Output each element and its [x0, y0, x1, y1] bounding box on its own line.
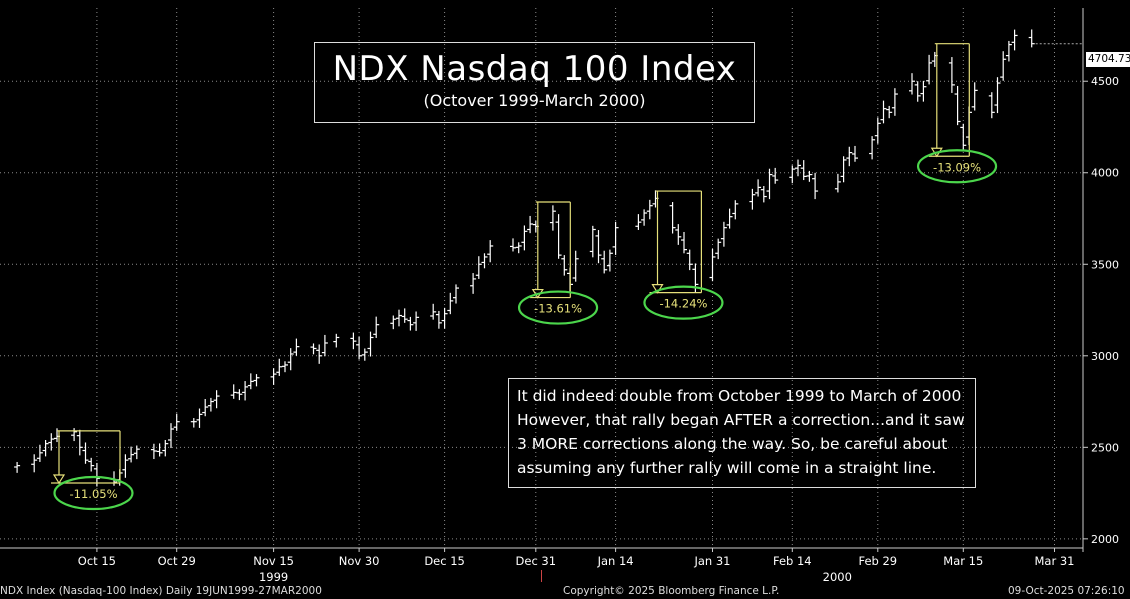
- last-price-tag: 4704.73: [1086, 52, 1130, 67]
- x-tick-label: Oct 29: [158, 554, 196, 568]
- correction-ellipse: [916, 149, 998, 184]
- chart-subtitle: (Octover 1999-March 2000): [423, 91, 646, 110]
- chart-title: NDX Nasdaq 100 Index: [332, 49, 737, 89]
- footer-security: NDX Index (Nasdaq-100 Index) Daily 19JUN…: [0, 585, 322, 597]
- correction-label: -13.09%: [933, 160, 981, 174]
- x-tick-label: Feb 29: [858, 554, 897, 568]
- correction-label: -14.24%: [659, 297, 707, 311]
- x-tick-label: Feb 14: [773, 554, 812, 568]
- correction-label: -11.05%: [70, 487, 118, 501]
- title-box: NDX Nasdaq 100 Index (Octover 1999-March…: [314, 42, 755, 123]
- correction-label: -13.61%: [534, 302, 582, 316]
- footer-timestamp: 09-Oct-2025 07:26:10: [1008, 585, 1125, 597]
- x-tick-label: Jan 31: [693, 554, 730, 568]
- x-tick-label: Mar 31: [1035, 554, 1075, 568]
- annotation-box: It did indeed double from October 1999 t…: [508, 378, 976, 488]
- x-tick-label: Nov 15: [253, 554, 294, 568]
- y-tick-label: 2500: [1091, 441, 1119, 454]
- correction-ellipse: [643, 285, 724, 320]
- y-tick-label: 3000: [1091, 350, 1119, 363]
- correction-arrow: [651, 284, 664, 294]
- year-label: 2000: [823, 570, 852, 584]
- y-tick-label: 4000: [1091, 167, 1119, 180]
- footer-copyright: Copyright© 2025 Bloomberg Finance L.P.: [563, 585, 780, 597]
- x-tick-label: Mar 15: [943, 554, 983, 568]
- year-label: 1999: [259, 570, 288, 584]
- correction-ellipse: [53, 475, 134, 511]
- x-tick-label: Dec 31: [516, 554, 557, 568]
- x-tick-label: Dec 15: [424, 554, 465, 568]
- x-tick-label: Jan 14: [597, 554, 634, 568]
- correction-arrow: [52, 474, 66, 485]
- correction-ellipse: [517, 290, 599, 325]
- y-tick-label: 3500: [1091, 258, 1119, 271]
- y-tick-label: 2000: [1091, 533, 1119, 546]
- x-tick-label: Nov 30: [339, 554, 380, 568]
- x-tick-label: Oct 15: [78, 554, 116, 568]
- y-tick-label: 4500: [1091, 75, 1119, 88]
